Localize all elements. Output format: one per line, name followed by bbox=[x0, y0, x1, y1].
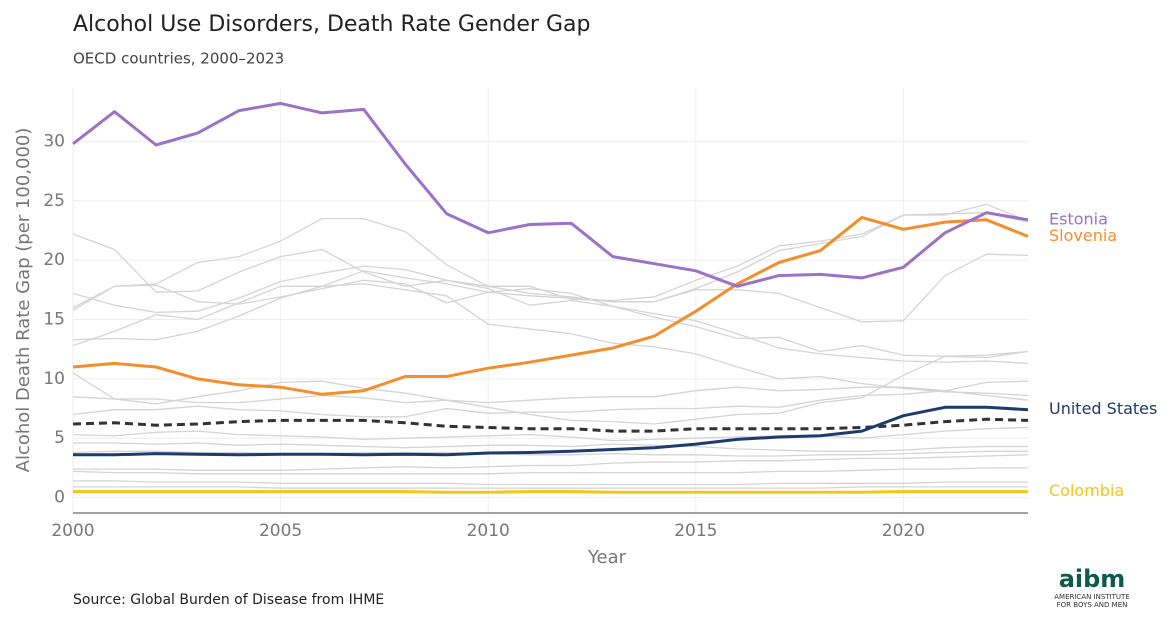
series-line bbox=[72, 390, 1029, 418]
series-line bbox=[73, 442, 1028, 452]
y-tick-label: 20 bbox=[43, 250, 65, 270]
series-line bbox=[72, 101, 1029, 288]
y-tick-label: 30 bbox=[43, 131, 65, 151]
x-axis-title: Year bbox=[587, 547, 627, 568]
series-line bbox=[72, 283, 1029, 397]
series-line bbox=[72, 203, 1029, 303]
series-line bbox=[73, 480, 1028, 486]
x-tick-label: 2000 bbox=[51, 521, 94, 541]
x-tick-label: 2005 bbox=[259, 521, 302, 541]
series-label: Estonia bbox=[1049, 209, 1108, 228]
series-line bbox=[72, 215, 1029, 396]
series-line bbox=[72, 380, 1029, 404]
series-line bbox=[73, 490, 1028, 494]
x-tick-label: 2020 bbox=[882, 521, 925, 541]
series-line bbox=[72, 265, 1029, 365]
series-line bbox=[73, 405, 1029, 457]
y-tick-label: 5 bbox=[54, 428, 65, 448]
chart-title: Alcohol Use Disorders, Death Rate Gender… bbox=[73, 12, 590, 37]
chart-subtitle: OECD countries, 2000–2023 bbox=[73, 50, 284, 68]
series-line bbox=[72, 253, 1029, 323]
x-tick-label: 2010 bbox=[467, 521, 510, 541]
series-line bbox=[73, 454, 1029, 471]
series-line bbox=[72, 450, 1028, 457]
series-line bbox=[73, 486, 1028, 489]
logo-mark: aibm bbox=[1059, 565, 1126, 593]
series-line bbox=[72, 212, 1029, 311]
source-note: Source: Global Burden of Disease from IH… bbox=[73, 592, 384, 608]
series-label: Slovenia bbox=[1049, 226, 1117, 245]
series-line bbox=[72, 426, 1029, 442]
logo-line: FOR BOYS AND MEN bbox=[1057, 601, 1128, 609]
series-label: Colombia bbox=[1049, 481, 1124, 500]
series-line bbox=[72, 270, 1029, 357]
series-label: United States bbox=[1049, 399, 1157, 418]
y-tick-label: 25 bbox=[43, 191, 65, 211]
series-line bbox=[72, 417, 1029, 433]
x-tick-label: 2015 bbox=[674, 521, 717, 541]
series-line bbox=[72, 350, 1029, 425]
y-axis-title: Alcohol Death Rate Gap (per 100,000) bbox=[13, 128, 34, 473]
y-tick-label: 10 bbox=[43, 369, 65, 389]
series-line bbox=[72, 467, 1028, 475]
y-tick-label: 0 bbox=[54, 488, 65, 508]
y-tick-label: 15 bbox=[43, 309, 65, 329]
logo-line: AMERICAN INSTITUTE bbox=[1054, 593, 1130, 601]
